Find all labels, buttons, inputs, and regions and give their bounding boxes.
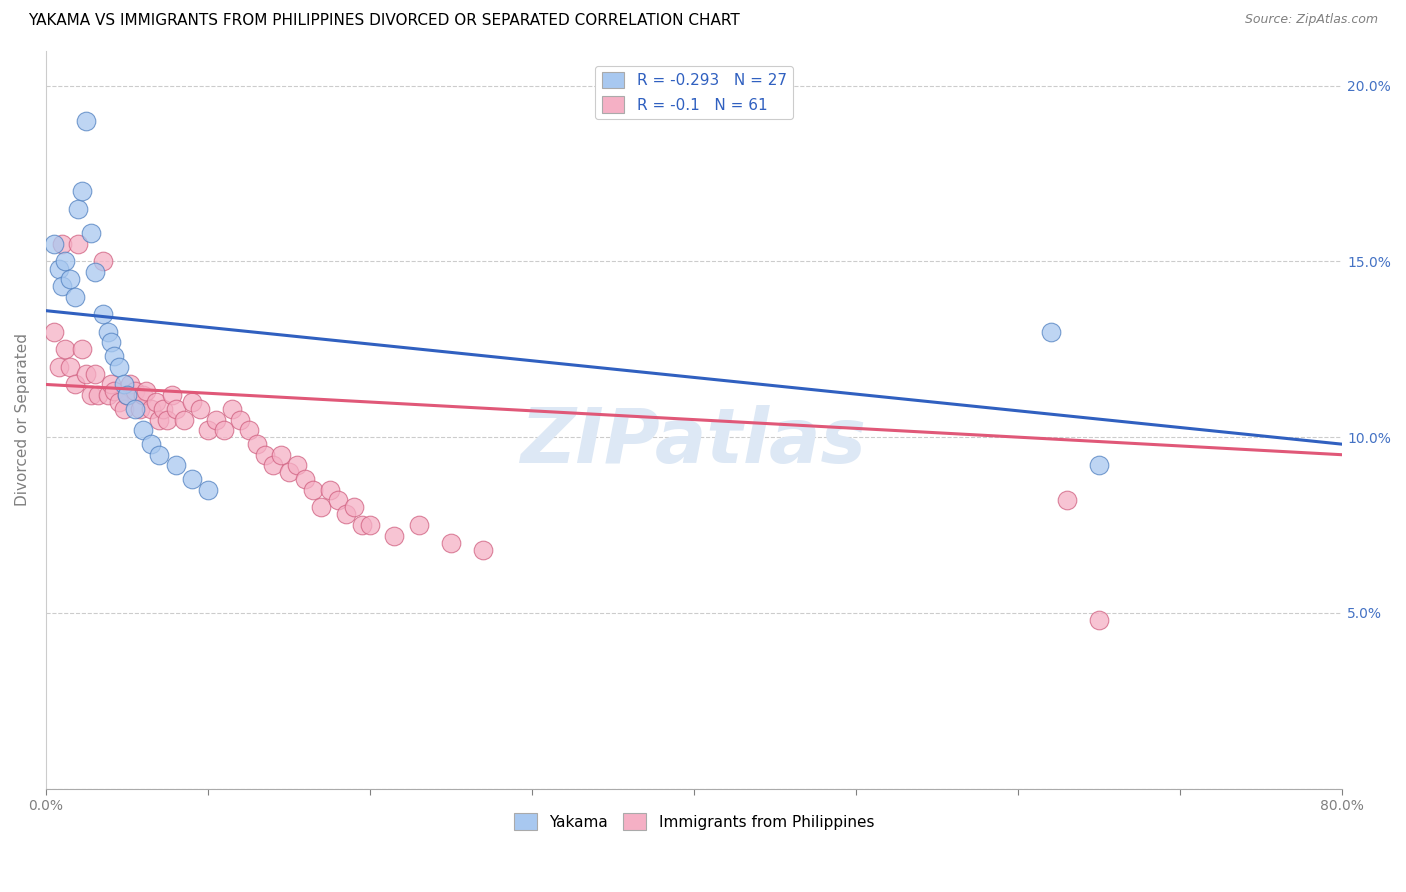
Point [335, 508, 357, 522]
Point [302, 483, 325, 497]
Point [311, 500, 333, 515]
Point [42, 325, 65, 339]
Point [148, 448, 170, 462]
Point [87, 388, 110, 402]
Point [165, 458, 187, 473]
Point [91, 254, 114, 268]
Point [63, 377, 86, 392]
Point [472, 542, 495, 557]
Point [205, 412, 228, 426]
Point [221, 402, 243, 417]
Point [80, 227, 103, 241]
Text: Source: ZipAtlas.com: Source: ZipAtlas.com [1244, 13, 1378, 27]
Point [148, 412, 170, 426]
Point [83, 265, 105, 279]
Point [318, 483, 340, 497]
Point [180, 395, 202, 409]
Point [100, 335, 122, 350]
Point [129, 402, 152, 417]
Point [212, 423, 235, 437]
Point [253, 448, 276, 462]
Point [70, 343, 93, 357]
Point [103, 384, 125, 399]
Point [48, 261, 70, 276]
Point [83, 367, 105, 381]
Point [141, 437, 163, 451]
Point [51, 279, 73, 293]
Point [70, 184, 93, 198]
Point [180, 472, 202, 486]
Point [197, 483, 219, 497]
Point [67, 236, 90, 251]
Point [120, 377, 142, 392]
Point [80, 388, 103, 402]
Point [51, 236, 73, 251]
Point [108, 359, 131, 374]
Point [408, 518, 430, 533]
Legend: Yakama, Immigrants from Philippines: Yakama, Immigrants from Philippines [508, 807, 880, 836]
Point [135, 384, 157, 399]
Text: YAKAMA VS IMMIGRANTS FROM PHILIPPINES DIVORCED OR SEPARATED CORRELATION CHART: YAKAMA VS IMMIGRANTS FROM PHILIPPINES DI… [28, 13, 740, 29]
Point [55, 254, 77, 268]
Point [67, 202, 90, 216]
Point [132, 423, 155, 437]
Point [96, 388, 118, 402]
Point [100, 377, 122, 392]
Point [165, 402, 187, 417]
Point [152, 402, 174, 417]
Point [124, 384, 146, 399]
Point [132, 388, 155, 402]
Point [238, 423, 260, 437]
Point [141, 402, 163, 417]
Point [1039, 325, 1062, 339]
Point [55, 343, 77, 357]
Point [229, 412, 252, 426]
Point [115, 388, 138, 402]
Point [162, 388, 184, 402]
Point [359, 518, 381, 533]
Point [91, 307, 114, 321]
Point [112, 402, 135, 417]
Point [112, 377, 135, 392]
Point [188, 402, 211, 417]
Point [124, 402, 146, 417]
Point [294, 472, 316, 486]
Point [350, 518, 373, 533]
Text: ZIPatlas: ZIPatlas [522, 405, 868, 479]
Point [103, 350, 125, 364]
Point [278, 465, 301, 479]
Y-axis label: Divorced or Separated: Divorced or Separated [15, 333, 30, 506]
Point [76, 114, 98, 128]
Point [262, 458, 284, 473]
Point [59, 359, 82, 374]
Point [63, 290, 86, 304]
Point [42, 236, 65, 251]
Point [285, 458, 308, 473]
Point [1088, 613, 1111, 627]
Point [76, 367, 98, 381]
Point [270, 448, 292, 462]
Point [382, 528, 405, 542]
Point [197, 423, 219, 437]
Point [343, 500, 366, 515]
Point [59, 272, 82, 286]
Point [246, 437, 269, 451]
Point [115, 388, 138, 402]
Point [96, 325, 118, 339]
Point [440, 535, 463, 549]
Point [48, 359, 70, 374]
Point [145, 395, 167, 409]
Point [326, 493, 349, 508]
Point [1056, 493, 1078, 508]
Point [108, 395, 131, 409]
Point [173, 412, 195, 426]
Point [1088, 458, 1111, 473]
Point [156, 412, 179, 426]
